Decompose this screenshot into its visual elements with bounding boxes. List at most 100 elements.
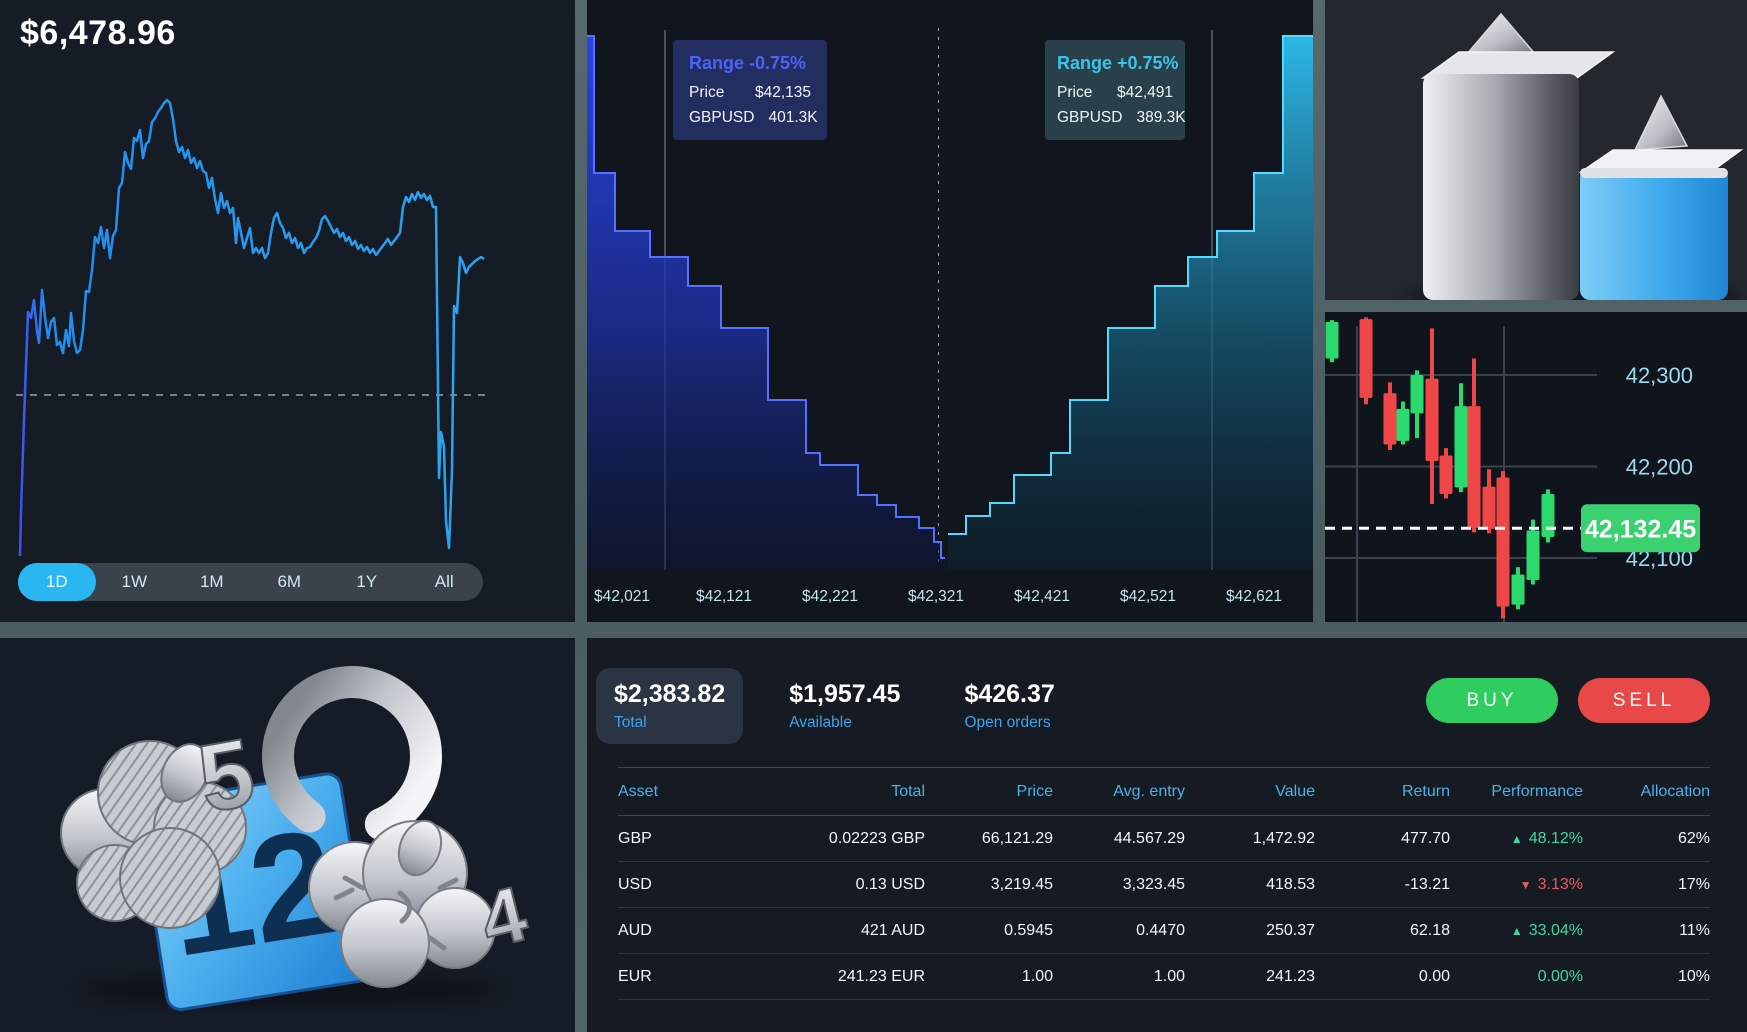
cell-performance: ▲ 33.04% [1510,921,1583,939]
table-row-gbp[interactable]: GBP 0.02223 GBP 66,121.29 44.567.29 1,472.92… [618,816,1710,862]
decorative-3d-numbers-panel: 12 5 4 [0,638,575,1032]
candle-body [1541,493,1555,537]
cell-avg-entry: 0.4470 [1136,921,1185,939]
current-price-badge [1581,504,1700,553]
depth-axis-label: $42,421 [1013,588,1071,605]
depth-chart [587,28,1313,570]
depth-bids-outline [587,35,945,559]
cell-price: 0.5945 [1004,921,1053,939]
candle-body [1496,477,1510,607]
cell-value: 1,472.92 [1252,829,1315,847]
cell-value: 241.23 [1266,967,1315,985]
sell-button[interactable]: SELL [1578,678,1710,723]
table-row-usd[interactable]: USD 0.13 USD 3,219.45 3,323.45 418.53 -13.21 ▼… [618,862,1710,908]
order-actions: BUY SELL [1426,678,1710,723]
stat-total: $2,383.82 Total [596,668,744,744]
stat-label: Available [789,714,852,731]
decorative-3d-bars-illustration [1405,12,1745,300]
candle-axis-label: 42,300 [1626,363,1693,388]
cell-return: 62.18 [1409,921,1450,939]
depth-bids-area [587,36,945,570]
timeframe-selector: 1D 1W 1M 6M 1Y All [18,563,483,601]
candle-body [1511,574,1525,605]
cell-performance: ▲ 48.12% [1510,829,1583,847]
depth-axis-label: $42,621 [1225,588,1283,605]
table-row-aud[interactable]: AUD 421 AUD 0.5945 0.4470 250.37 62.18 ▲ 33.04%… [618,908,1710,954]
candlestick-panel: 42,300 42,200 42,100 42,132.45 [1325,312,1747,622]
column-header-allocation: Allocation [1640,782,1710,800]
cell-total: 241.23 EUR [837,967,925,985]
range-button-1w[interactable]: 1W [96,563,174,601]
account-stats: $2,383.82 Total $1,957.45 Available $426.37 O… [596,668,1073,744]
range-button-1d[interactable]: 1D [18,563,96,601]
candle-body [1482,486,1496,529]
candle-body [1467,406,1481,528]
holdings-table: Asset Total Price Avg. entry Value Return Perf… [618,767,1710,1000]
portfolio-line-series [18,98,485,557]
table-header-row: Asset Total Price Avg. entry Value Return Perf… [618,767,1710,816]
portfolio-panel: $6,478.96 1D 1W 1M 6M 1Y All [0,0,575,622]
cell-price: 1.00 [1021,967,1053,985]
portfolio-balance: $6,478.96 [20,14,176,52]
cell-allocation: 10% [1677,967,1710,985]
depth-asks-area [948,36,1313,570]
tooltip-volume-value: 401.3K [768,109,818,126]
range-button-all[interactable]: All [406,563,484,601]
stat-label: Total [614,714,647,731]
candle-body [1526,530,1540,580]
cell-return: 477.70 [1401,829,1450,847]
stat-value: $426.37 [964,680,1055,708]
range-button-6m[interactable]: 6M [251,563,329,601]
cell-asset: EUR [618,967,652,985]
cell-value: 250.37 [1266,921,1315,939]
tooltip-title: Range -0.75% [689,53,807,73]
tooltip-price-value: $42,491 [1116,84,1173,101]
buy-button[interactable]: BUY [1426,678,1558,723]
cell-avg-entry: 44.567.29 [1113,829,1185,847]
tooltip-volume-value: 389.3K [1136,109,1186,126]
candle-body [1454,406,1468,488]
tooltip-price-value: $42,135 [754,84,811,101]
depth-tooltip-range-up: Range +0.75% Price $42,491 GBPUSD 389.3K [1045,40,1186,140]
cell-asset: USD [618,875,652,893]
cell-allocation: 11% [1679,921,1710,939]
depth-axis-label: $42,321 [907,588,965,605]
current-price-value: 42,132.45 [1585,515,1696,543]
stat-label: Open orders [964,714,1051,731]
stat-open-orders: $426.37 Open orders [946,668,1072,744]
column-header-total: Total [891,782,925,800]
depth-axis-label: $42,221 [801,588,859,605]
cell-total: 0.02223 GBP [828,829,925,847]
candle-body [1325,321,1339,359]
stat-value: $2,383.82 [614,680,726,708]
cell-avg-entry: 3,323.45 [1122,875,1185,893]
cell-performance: 0.00% [1537,967,1583,985]
range-button-1y[interactable]: 1Y [328,563,406,601]
candle-body [1359,319,1373,398]
cell-allocation: 62% [1677,829,1710,847]
candle-body [1410,375,1424,414]
tooltip-pair-label: GBPUSD [1057,109,1123,126]
column-header-asset: Asset [618,782,659,800]
table-row-eur[interactable]: EUR 241.23 EUR 1.00 1.00 241.23 0.00 0.00% 10% [618,954,1710,1000]
cell-price: 66,121.29 [981,829,1053,847]
depth-asks-outline [948,35,1313,535]
candle-body [1439,455,1453,494]
triangle-up-icon: ▲ [1510,831,1523,846]
portfolio-line-chart [16,98,492,557]
cell-allocation: 17% [1677,875,1710,893]
range-button-1m[interactable]: 1M [173,563,251,601]
cell-avg-entry: 1.00 [1153,967,1185,985]
cell-return: 0.00 [1418,967,1450,985]
decorative-3d-numbers-illustration: 12 5 4 [60,666,536,1011]
orderbook-depth-panel: Range -0.75% Price $42,135 GBPUSD 401.3K… [587,0,1313,622]
triangle-down-icon: ▼ [1519,877,1532,892]
candle-body [1396,408,1410,441]
decorative-3d-bars-panel [1325,0,1747,300]
depth-axis-label: $42,121 [695,588,753,605]
account-panel: $2,383.82 Total $1,957.45 Available $426.37 O… [587,638,1747,1032]
candle-body [1383,393,1397,445]
cell-total: 421 AUD [860,921,925,939]
